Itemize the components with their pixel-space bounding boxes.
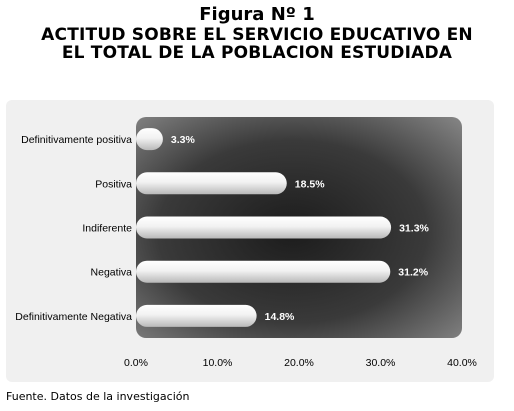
value-label-3: 31.3% [399,223,429,235]
category-label-5: Definitivamente Negativa [15,311,132,323]
figure-label: Figura Nº 1 [199,4,315,25]
bar-3 [136,216,392,239]
bar-4 [136,260,391,283]
bar-2 [136,172,287,195]
chart-title-line-2: EL TOTAL DE LA POBLACION ESTUDIADA [61,43,453,63]
x-tick-label-4: 30.0% [366,357,396,369]
category-label-3: Indiferente [82,223,132,235]
source-note: Fuente. Datos de la investigación [6,390,190,403]
value-label-4: 31.2% [398,267,428,279]
value-label-1: 3.3% [171,134,196,146]
category-label-4: Negativa [91,267,133,279]
bar-1 [136,128,163,151]
bar-5 [136,304,257,327]
value-label-2: 18.5% [295,178,325,190]
x-tick-label-1: 0.0% [124,357,148,369]
chart-title-line-1: ACTITUD SOBRE EL SERVICIO EDUCATIVO EN [41,25,473,45]
category-label-1: Definitivamente positiva [21,134,132,146]
category-label-2: Positiva [95,178,132,190]
x-tick-label-2: 10.0% [203,357,233,369]
x-tick-label-5: 40.0% [447,357,477,369]
value-label-5: 14.8% [265,311,295,323]
title-block: Figura Nº 1 ACTITUD SOBRE EL SERVICIO ED… [0,4,514,62]
x-tick-label-3: 20.0% [284,357,314,369]
